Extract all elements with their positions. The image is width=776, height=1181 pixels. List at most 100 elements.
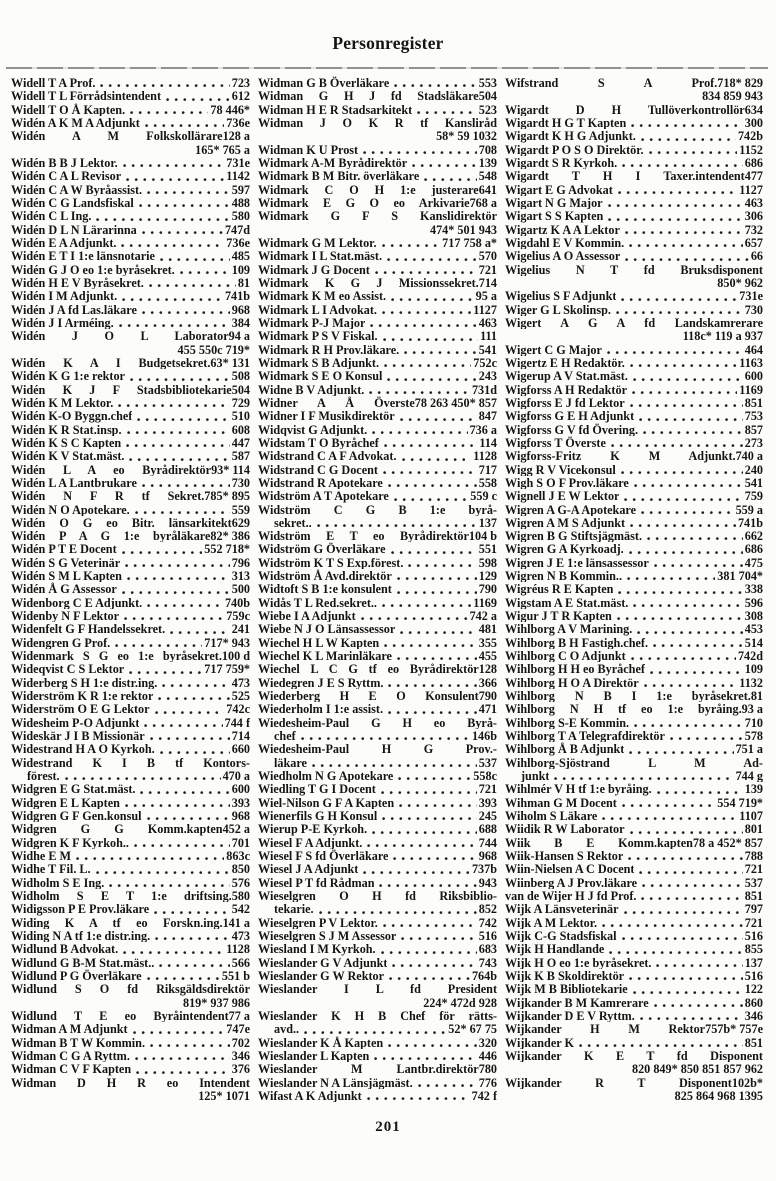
entry-page-ref: 597 — [231, 182, 250, 196]
entry-page-ref: 308 — [744, 609, 763, 623]
entry-page-ref: 453 — [744, 622, 763, 636]
dot-leader — [401, 449, 472, 463]
dot-leader — [122, 289, 223, 303]
dot-leader — [653, 995, 743, 1009]
entry-page-ref: 683 — [478, 942, 497, 956]
entry-page-ref: 82* 386 — [210, 529, 250, 543]
entry-page-ref: 471 — [478, 702, 497, 716]
register-entry: Wiedesheim-Paul G H eo Byrå- — [258, 716, 497, 729]
entry-name: Wihlborg Å B Adjunkt — [505, 742, 625, 756]
dot-leader — [372, 822, 477, 836]
register-entry: Wigstam A E Stat.mäst. 596 — [505, 595, 763, 610]
entry-name: Widlund S O fd Riksgäldsdirektör — [11, 982, 250, 996]
register-entry: Wigardt K H G Adjunkt. 742b — [505, 129, 763, 143]
register-entry: Widhe E M 863c — [11, 849, 250, 863]
entry-name: Wigart N G Major — [505, 195, 603, 210]
register-entry: Wigforss G E H Adjunkt 753 — [505, 409, 763, 423]
entry-name: Wigdahl E V Kommin. — [505, 235, 625, 250]
entry-name: Widmark B M Bitr. överläkare — [258, 169, 420, 183]
register-entry: Widén K S C Kapten 447 — [11, 435, 250, 450]
register-entry: Wigardt D H Tullöverkontrollör 634 — [505, 103, 763, 116]
entry-name: Widman G B Överläkare — [258, 76, 390, 90]
dot-leader — [304, 1022, 447, 1036]
entry-name: Widén I M Adjunkt. — [11, 289, 118, 303]
register-entry: Wiederholm I 1:e assist. 471 — [258, 702, 497, 716]
entry-name: Widén K S C Kapten — [11, 435, 122, 450]
entry-page-ref: 825 864 968 1395 — [674, 1088, 763, 1103]
register-entry: Widne B V Adjunkt. 731d — [258, 382, 497, 396]
register-entry: Wigertz E H Redaktör. 1163 — [505, 355, 763, 370]
dot-leader — [634, 715, 743, 730]
entry-page-ref: 776 — [478, 1075, 497, 1089]
dot-leader — [629, 968, 743, 983]
entry-page-ref: 447 — [231, 435, 250, 450]
entry-name: Wigren B G Stiftsjägmäst. — [505, 529, 642, 543]
entry-name: Wigardt T H I Taxer.intendent — [505, 169, 745, 183]
register-entry: Widén E A Adjunkt. 736e — [11, 235, 250, 250]
register-entry: Wihlborg N H tf eo 1:e byråing. 93 a — [505, 702, 763, 715]
entry-name: Widén A K M A Adjunkt — [11, 115, 140, 130]
register-entry: Widman C V F Kapten 376 — [11, 1062, 250, 1076]
register-entry: Widström A T Apotekare 559 c — [258, 489, 497, 503]
register-entry: Widesheim P-O Adjunkt 744 f — [11, 715, 250, 730]
entry-page-ref: 1128 — [226, 942, 250, 956]
entry-page-ref: 790 — [478, 582, 497, 596]
entry-page-ref: 742 — [478, 915, 497, 929]
entry-name: Wihman G M Docent — [505, 795, 617, 810]
entry-name: Wijk H Handlande — [505, 942, 605, 956]
entry-name: Wiesland I M Kyrkoh. — [258, 942, 376, 956]
entry-page-ref: 1128 — [473, 449, 497, 463]
register-entry: Wienerfils G H Konsul 245 — [258, 809, 497, 823]
entry-name: Wijk K B Skoldirektör — [505, 968, 625, 983]
entry-name: Widén G J O eo 1:e byråsekret. — [11, 262, 175, 276]
register-entry: Wieslander K H B Chef för rätts- — [258, 1009, 497, 1022]
entry-name: Widén Å G Assessor — [11, 582, 117, 596]
entry-page-ref: 718* 829 — [717, 76, 763, 90]
entry-page-ref: 852 — [478, 902, 497, 916]
entry-page-ref: 306 — [744, 209, 763, 223]
entry-page-ref: 686 — [744, 155, 763, 170]
dot-leader — [384, 635, 477, 650]
register-entry: Wieslander G V Adjunkt 743 — [258, 955, 497, 969]
entry-page-ref: 747d — [224, 222, 250, 236]
entry-page-ref: 558c — [473, 769, 497, 783]
dot-leader — [369, 382, 470, 396]
dot-leader — [400, 622, 477, 636]
register-entry: Wigren B G Stiftsjägmäst. 662 — [505, 529, 763, 543]
dot-leader — [146, 968, 220, 983]
entry-name: Widmark A-M Byrådirektör — [258, 155, 408, 170]
dot-leader — [374, 262, 477, 276]
entry-page-ref: 790 — [478, 689, 497, 703]
entry-page-ref: 504 — [478, 89, 497, 103]
dot-leader — [621, 289, 738, 303]
entry-page-ref: 641 — [478, 182, 497, 196]
entry-page-ref: 81 — [750, 689, 763, 703]
entry-page-ref: 78 446* — [210, 102, 250, 116]
register-entry: Widengren G Prof. 717* 943 — [11, 635, 250, 650]
dot-leader — [109, 875, 230, 890]
register-entry: Wiebe I A Adjunkt 742 a — [258, 609, 497, 623]
dot-leader — [404, 342, 477, 356]
entry-page-ref: 570 — [478, 249, 497, 263]
entry-page-ref: 109 — [744, 662, 763, 676]
entry-name: Widner I F Musikdirektör — [258, 409, 395, 423]
entry-page-ref: 455 — [478, 649, 497, 663]
entry-page-ref: 744 f — [224, 715, 250, 730]
entry-page-ref: 516 — [478, 929, 497, 943]
register-entry: Wiik-Hansen S Rektor 788 — [505, 849, 763, 863]
entry-page-ref: 510 — [231, 409, 250, 423]
register-entry: Wihlborg H H eo Byråchef 109 — [505, 662, 763, 676]
entry-name: Wigert C G Major — [505, 342, 602, 356]
entry-page-ref: 137 — [744, 955, 763, 969]
entry-page-ref: 708 — [478, 142, 497, 156]
register-entry: van de Wijer H J fd Prof. 851 — [505, 889, 763, 903]
register-entry: Wihlborg N B I 1:e byråsekret. 81 — [505, 689, 763, 702]
register-entry: Wiederberg H E O Konsulent 790 — [258, 689, 497, 702]
entry-name: Widman B T W Kommin. — [11, 1035, 145, 1049]
dot-leader — [149, 729, 230, 743]
dot-leader — [137, 409, 230, 423]
entry-page-ref: 300 — [744, 115, 763, 130]
register-entry: Wiger G L Skolinsp. 730 — [505, 302, 763, 316]
register-entry: Widén K J F Stadsbibliotekarie 504 — [11, 383, 250, 396]
entry-continuation-pages: 125* 1071 — [11, 1089, 250, 1102]
